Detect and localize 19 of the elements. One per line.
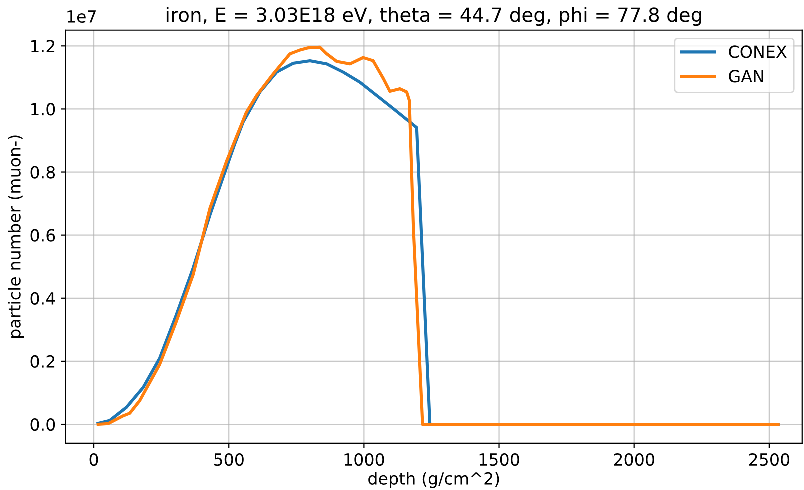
x-tick-label: 2000 (614, 453, 654, 466)
y-tick-label: 0.6 (30, 229, 56, 242)
legend-label: CONEX (729, 46, 787, 58)
y-tick-label: 0.0 (30, 418, 56, 432)
x-tick-label: 2500 (749, 453, 790, 466)
y-axis-title: particle number (muon-) (8, 136, 24, 338)
x-axis-title: depth (g/cm^2) (368, 472, 500, 488)
chart-title: iron, E = 3.03E18 eV, theta = 44.7 deg, phi = 77.8 deg (166, 7, 702, 26)
y-tick-label: 0.2 (30, 355, 55, 368)
x-tick-label: 0 (90, 453, 98, 466)
x-tick-label: 1500 (480, 453, 520, 466)
y-tick-label: 1.0 (32, 103, 56, 116)
y-tick-label: 0.8 (30, 166, 56, 179)
y-tick-label: 1.2 (32, 40, 55, 52)
text: 1e7 (68, 10, 96, 24)
y-tick-label: 0.4 (30, 292, 56, 305)
x-tick-label: 500 (214, 453, 244, 466)
x-tick-label: 1000 (344, 453, 384, 466)
legend-label: GAN (729, 70, 764, 83)
